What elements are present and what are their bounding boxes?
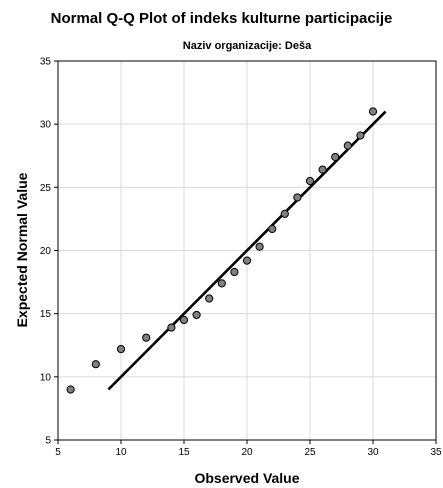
data-point [331,152,340,162]
y-tick-label: 15 [40,309,52,320]
x-tick-label: 20 [241,447,253,458]
data-point [66,385,75,394]
data-point [280,209,289,218]
y-tick-label: 10 [40,372,52,383]
x-tick-label: 10 [115,447,127,458]
data-point [179,315,189,325]
data-point [217,279,226,288]
data-point [142,333,151,342]
data-point [116,344,126,354]
x-tick-label: 5 [55,447,61,458]
data-point [255,242,264,251]
y-tick-label: 5 [45,436,51,447]
data-point [268,224,277,234]
x-tick-label: 30 [367,447,379,458]
x-axis-label: Observed Value [194,470,300,486]
x-tick-label: 15 [178,447,190,458]
data-point [318,165,327,174]
data-point [305,176,315,186]
data-point [293,193,302,202]
y-tick-label: 35 [40,57,52,68]
data-point [91,360,100,369]
data-point [167,323,176,332]
data-point [343,141,352,150]
x-tick-label: 35 [430,447,442,458]
data-point [205,294,214,303]
data-point [230,267,239,277]
chart-subtitle: Naziv organizacije: Deša [182,40,312,52]
x-tick-label: 25 [304,447,316,458]
y-tick-label: 30 [40,120,52,131]
y-tick-label: 20 [40,246,52,257]
data-point [192,310,201,320]
y-tick-label: 25 [40,183,52,194]
reference-line [107,110,387,391]
data-point [356,131,365,140]
data-point [368,107,378,116]
chart-title: Normal Q-Q Plot of indeks kulturne parti… [50,10,393,27]
data-point [242,256,252,265]
